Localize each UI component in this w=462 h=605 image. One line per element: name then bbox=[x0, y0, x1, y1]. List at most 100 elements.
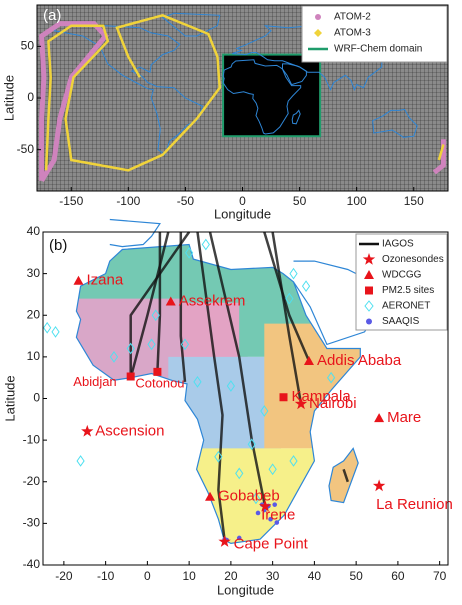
aeronet-site bbox=[43, 321, 52, 334]
iagos-track bbox=[129, 231, 191, 378]
aeronet-site bbox=[260, 405, 269, 417]
madagascar bbox=[328, 447, 359, 504]
legend-marker bbox=[364, 300, 374, 312]
site-marker bbox=[205, 491, 216, 501]
site-marker bbox=[165, 296, 176, 306]
coastline bbox=[53, 24, 204, 156]
legend: ATOM-2 ATOM-3 WRF-Chem domain bbox=[301, 5, 448, 63]
y-tick-label: -40 bbox=[23, 557, 41, 571]
aeronet-site bbox=[214, 450, 223, 463]
site-label: Kampala bbox=[291, 388, 351, 405]
legend-label: PM2.5 sites bbox=[382, 285, 434, 296]
coastline bbox=[161, 12, 221, 37]
legend-label: AERONET bbox=[382, 301, 430, 312]
x-tick-label: -150 bbox=[59, 194, 83, 208]
legend-marker bbox=[315, 14, 321, 20]
legend-marker bbox=[365, 286, 373, 295]
iagos-track bbox=[129, 231, 170, 379]
y-tick-label: 30 bbox=[27, 266, 41, 280]
y-tick-label: -20 bbox=[23, 474, 41, 488]
legend-marker bbox=[364, 270, 374, 279]
aeronet-site bbox=[247, 438, 256, 451]
legend-label: IAGOS bbox=[382, 239, 414, 250]
aeronet-site bbox=[193, 375, 202, 388]
legend-marker bbox=[314, 29, 322, 37]
x-tick-label: -10 bbox=[97, 569, 115, 583]
site-label: Addis Ababa bbox=[317, 352, 402, 369]
site-label: Cape Point bbox=[234, 536, 309, 553]
y-tick-label: 0 bbox=[33, 391, 40, 405]
aeronet-site bbox=[151, 309, 160, 322]
x-tick-label: 50 bbox=[293, 194, 307, 208]
aeronet-site bbox=[185, 246, 194, 259]
coastline bbox=[232, 18, 444, 92]
x-tick-label: 20 bbox=[224, 569, 238, 583]
atom-2-track bbox=[39, 21, 109, 182]
africa-coast bbox=[75, 243, 361, 545]
aeronet-site bbox=[251, 492, 261, 505]
site-marker bbox=[374, 413, 385, 423]
legend-label: ATOM-3 bbox=[334, 28, 371, 39]
x-tick-label: 0 bbox=[239, 194, 246, 208]
legend: IAGOS Ozonesondes WDCGG PM2.5 sites AERONET S… bbox=[355, 233, 448, 331]
aeronet-site bbox=[76, 455, 85, 467]
legend-label: WRF-Chem domain bbox=[334, 44, 422, 55]
site-label: Cotonou bbox=[135, 375, 184, 390]
site-marker bbox=[372, 479, 386, 492]
legend-label: SAAQIS bbox=[382, 316, 420, 327]
x-axis-label: Longitude bbox=[214, 206, 271, 221]
aeronet-site bbox=[51, 326, 60, 338]
site-marker bbox=[218, 535, 231, 547]
aeronet-site bbox=[109, 351, 119, 363]
site-label: Izana bbox=[86, 272, 123, 289]
x-tick-label: -100 bbox=[116, 194, 140, 208]
x-tick-label: 150 bbox=[404, 194, 424, 208]
x-tick-label: 30 bbox=[266, 569, 280, 583]
atom-3-track bbox=[437, 144, 445, 161]
coastline bbox=[291, 109, 301, 125]
y-tick-label: -50 bbox=[17, 142, 35, 156]
legend-marker bbox=[366, 318, 372, 325]
y-tick-label: 0 bbox=[27, 90, 34, 104]
coastline bbox=[372, 108, 418, 138]
y-tick-label: 40 bbox=[27, 224, 41, 238]
x-tick-label: -50 bbox=[177, 194, 195, 208]
aeronet-site bbox=[326, 371, 336, 384]
saaqis-site bbox=[236, 535, 242, 541]
iagos-track bbox=[179, 232, 187, 383]
y-tick-label: 50 bbox=[21, 39, 35, 53]
site-marker bbox=[153, 367, 162, 376]
legend-label: ATOM-2 bbox=[334, 12, 371, 23]
site-label: Mare bbox=[387, 409, 421, 426]
iagos-track bbox=[342, 468, 349, 483]
iagos-track bbox=[271, 231, 303, 405]
panel-label: (b) bbox=[49, 237, 67, 254]
x-tick-label: 10 bbox=[182, 569, 196, 583]
x-tick-label: 50 bbox=[349, 569, 363, 583]
saaqis-site bbox=[274, 520, 280, 525]
aeronet-site bbox=[126, 342, 135, 355]
legend-label: WDCGG bbox=[382, 270, 422, 281]
site-label: Irene bbox=[261, 506, 295, 523]
coastline bbox=[222, 59, 302, 135]
y-tick-label: 10 bbox=[27, 349, 41, 363]
aeronet-site bbox=[289, 267, 298, 280]
saaqis-site bbox=[272, 502, 278, 507]
y-axis-label: Latitude bbox=[1, 75, 16, 121]
x-tick-label: 40 bbox=[308, 569, 322, 583]
saaqis-site bbox=[268, 516, 273, 522]
panel-a: (a) -150 -100 -50 0 50 100 150 -50 0 50 Longitude La… bbox=[1, 4, 449, 221]
legend-box bbox=[355, 233, 448, 331]
iagos-track bbox=[196, 231, 226, 541]
region bbox=[76, 298, 181, 382]
y-tick-label: -10 bbox=[23, 432, 41, 446]
aeronet-site bbox=[268, 463, 277, 476]
legend-marker bbox=[362, 253, 376, 265]
aeronet-site bbox=[201, 238, 210, 251]
x-tick-label: -20 bbox=[55, 569, 73, 583]
site-marker bbox=[279, 393, 288, 402]
x-tick-label: 70 bbox=[433, 569, 447, 583]
iagos-track bbox=[208, 231, 267, 507]
site-label: Assekrem bbox=[179, 292, 246, 309]
